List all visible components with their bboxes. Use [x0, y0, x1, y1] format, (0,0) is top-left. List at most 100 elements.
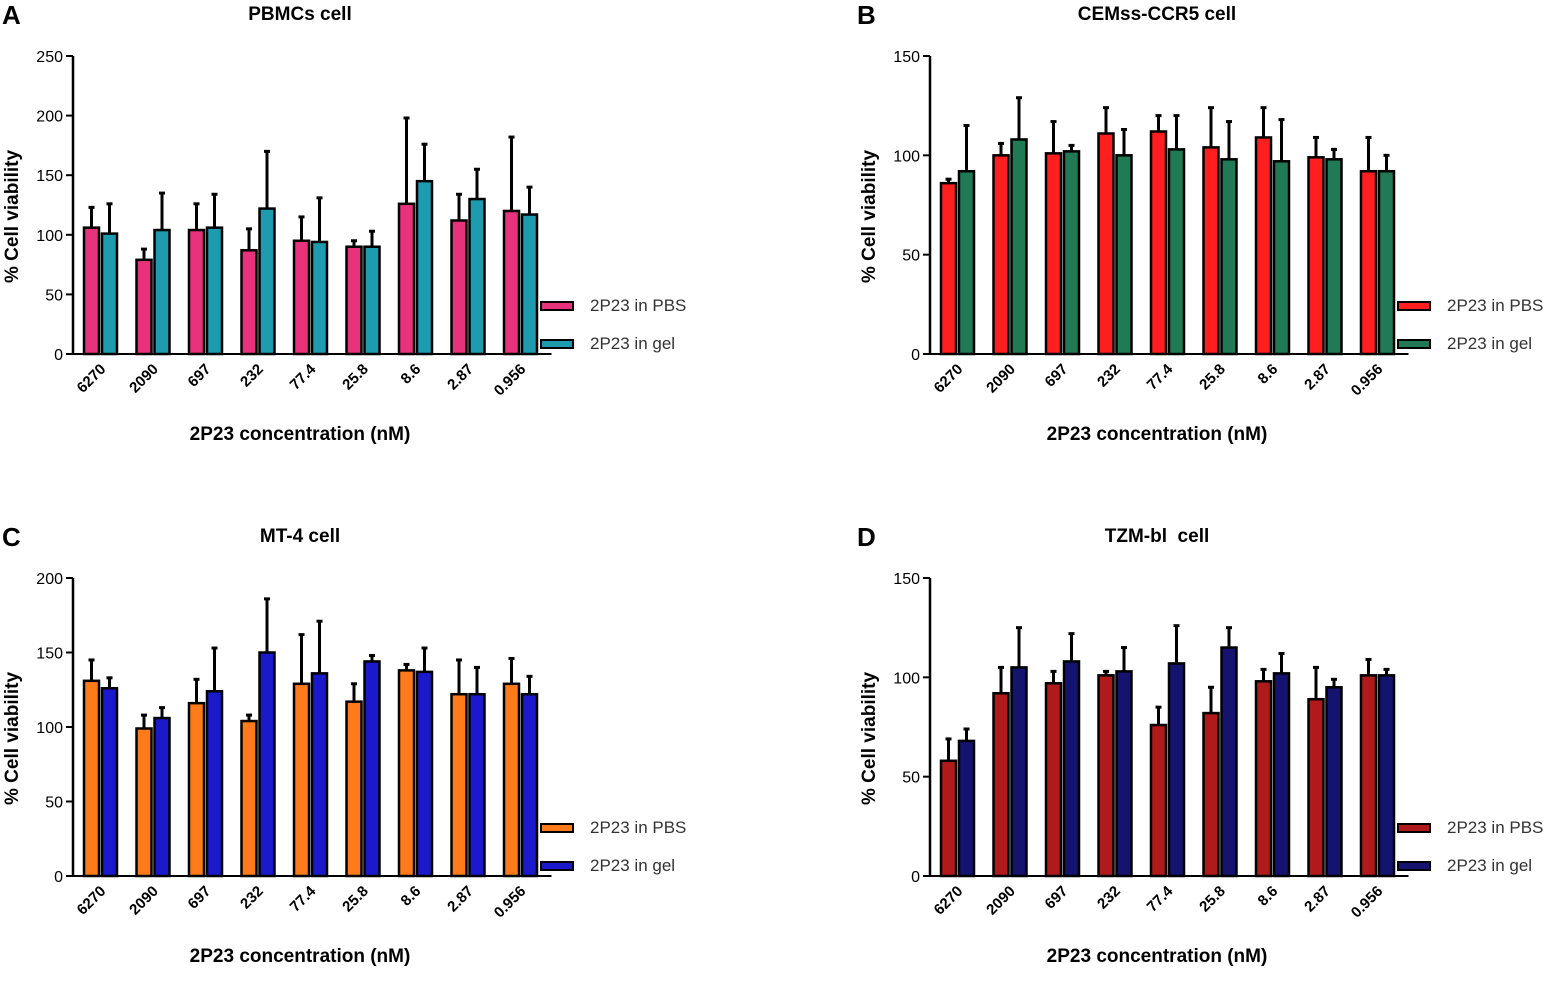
bar: [310, 672, 329, 878]
bar: [939, 181, 958, 356]
x-tick-label: 232: [1094, 883, 1124, 913]
bar: [1149, 130, 1168, 356]
bar: [310, 240, 329, 356]
x-tick-label: 8.6: [398, 883, 425, 910]
bar: [468, 692, 486, 878]
legend-item-pbs: 2P23 in PBS: [540, 818, 686, 838]
legend-label-pbs: 2P23 in PBS: [590, 296, 687, 315]
y-tick-label: 100: [893, 670, 920, 687]
bar: [397, 202, 416, 356]
x-tick-label: 6270: [931, 361, 967, 397]
y-tick-label: 150: [893, 49, 920, 66]
bar: [1097, 132, 1115, 356]
bar: [1010, 666, 1028, 878]
bar: [520, 692, 539, 878]
plot-area-b: 0 50 100 150 6270 2090 697 232 77.4 25.8 8.6 2.87 0.…: [893, 49, 1409, 400]
x-tick-label: 2.87: [444, 361, 477, 394]
bar: [992, 691, 1010, 878]
bar: [1325, 158, 1343, 356]
bar: [468, 197, 486, 356]
y-tick-label: 0: [54, 347, 63, 364]
x-axis-label-d: 2P23 concentration (nM): [1046, 946, 1268, 967]
bar: [1254, 136, 1273, 356]
bar: [450, 692, 468, 878]
chart-panel-d: D TZM-bl cell % Cell viability 2P23 conc…: [857, 522, 1561, 1008]
legend-swatch-pbs: [1397, 301, 1431, 311]
x-tick-label: 6270: [74, 361, 110, 397]
bar: [100, 687, 119, 878]
x-tick-label: 232: [237, 883, 267, 913]
y-tick-label: 250: [36, 49, 63, 66]
x-tick-label: 2090: [983, 361, 1019, 397]
bar: [1167, 662, 1186, 878]
bar: [1062, 150, 1081, 356]
legend-item-gel: 2P23 in gel: [1397, 856, 1532, 876]
y-tick-label: 100: [893, 148, 920, 165]
x-tick-label: 0.956: [1348, 361, 1387, 400]
x-tick-label: 77.4: [287, 360, 320, 393]
bar: [415, 670, 434, 878]
x-tick-label: 77.4: [1144, 882, 1177, 915]
x-tick-label: 697: [185, 883, 215, 913]
y-tick-label: 50: [902, 770, 920, 787]
legend-label-gel: 2P23 in gel: [590, 334, 676, 353]
y-tick-label: 150: [893, 571, 920, 588]
bar: [100, 232, 119, 356]
x-tick-label: 6270: [931, 883, 967, 919]
bar: [1044, 152, 1063, 356]
x-tick-label: 0.956: [1348, 883, 1387, 922]
bar: [292, 682, 311, 878]
bar: [135, 258, 153, 356]
x-tick-label: 232: [1094, 361, 1124, 391]
bar: [82, 679, 101, 878]
chart-title-a: PBMCs cell: [248, 4, 352, 25]
bar: [1010, 138, 1028, 356]
bar: [1307, 156, 1325, 356]
bar: [258, 651, 276, 878]
y-tick-label: 100: [36, 720, 63, 737]
bar: [1167, 148, 1186, 356]
bar: [240, 719, 258, 878]
bar: [240, 249, 258, 356]
x-tick-label: 2.87: [444, 883, 477, 916]
x-tick-label: 8.6: [1255, 361, 1282, 388]
bar: [1359, 169, 1378, 356]
bar: [187, 228, 206, 356]
legend-item-gel: 2P23 in gel: [540, 334, 675, 354]
panel-letter-a: A: [2, 0, 21, 30]
chart-panel-b: B CEMss-CCR5 cell % Cell viability 2P23 …: [857, 0, 1561, 486]
x-tick-label: 25.8: [1196, 361, 1229, 394]
chart-panel-c: C MT-4 cell % Cell viability 2P23 concen…: [0, 522, 780, 1008]
x-axis-label-c: 2P23 concentration (nM): [189, 946, 411, 967]
chart-panel-a: A PBMCs cell % Cell viability 2P23 conce…: [0, 0, 780, 486]
bar: [1149, 723, 1168, 878]
y-tick-label: 150: [36, 646, 63, 663]
x-tick-label: 2.87: [1301, 361, 1334, 394]
x-tick-label: 697: [1042, 361, 1072, 391]
legend-label-pbs: 2P23 in PBS: [1447, 818, 1544, 837]
plot-area-a: 0 50 100 150 200 250 6270 2090 697 232 77.4 25.8 8.6…: [36, 49, 552, 399]
bar: [502, 682, 521, 878]
bar: [1115, 154, 1133, 356]
legend-swatch-gel: [1397, 861, 1431, 871]
bar: [153, 716, 171, 878]
y-tick-label: 150: [36, 168, 63, 185]
y-tick-label: 0: [54, 869, 63, 886]
x-tick-label: 25.8: [339, 361, 372, 394]
legend-label-gel: 2P23 in gel: [590, 856, 676, 875]
bar: [1377, 674, 1396, 878]
bar: [135, 727, 153, 878]
bar: [520, 213, 539, 356]
bar: [450, 219, 468, 356]
x-tick-label: 25.8: [339, 883, 372, 916]
plot-area-d: 0 50 100 150 6270 2090 697 232 77.4 25.8 8.6 2.87 0.…: [893, 571, 1409, 922]
legend-swatch-gel: [540, 861, 574, 871]
bar: [345, 245, 363, 356]
bar: [1202, 711, 1220, 878]
bar: [187, 701, 206, 878]
legend-label-pbs: 2P23 in PBS: [590, 818, 687, 837]
panel-letter-d: D: [857, 522, 876, 552]
bar: [1220, 158, 1238, 356]
x-axis-label-b: 2P23 concentration (nM): [1046, 424, 1268, 445]
bar: [957, 169, 976, 356]
